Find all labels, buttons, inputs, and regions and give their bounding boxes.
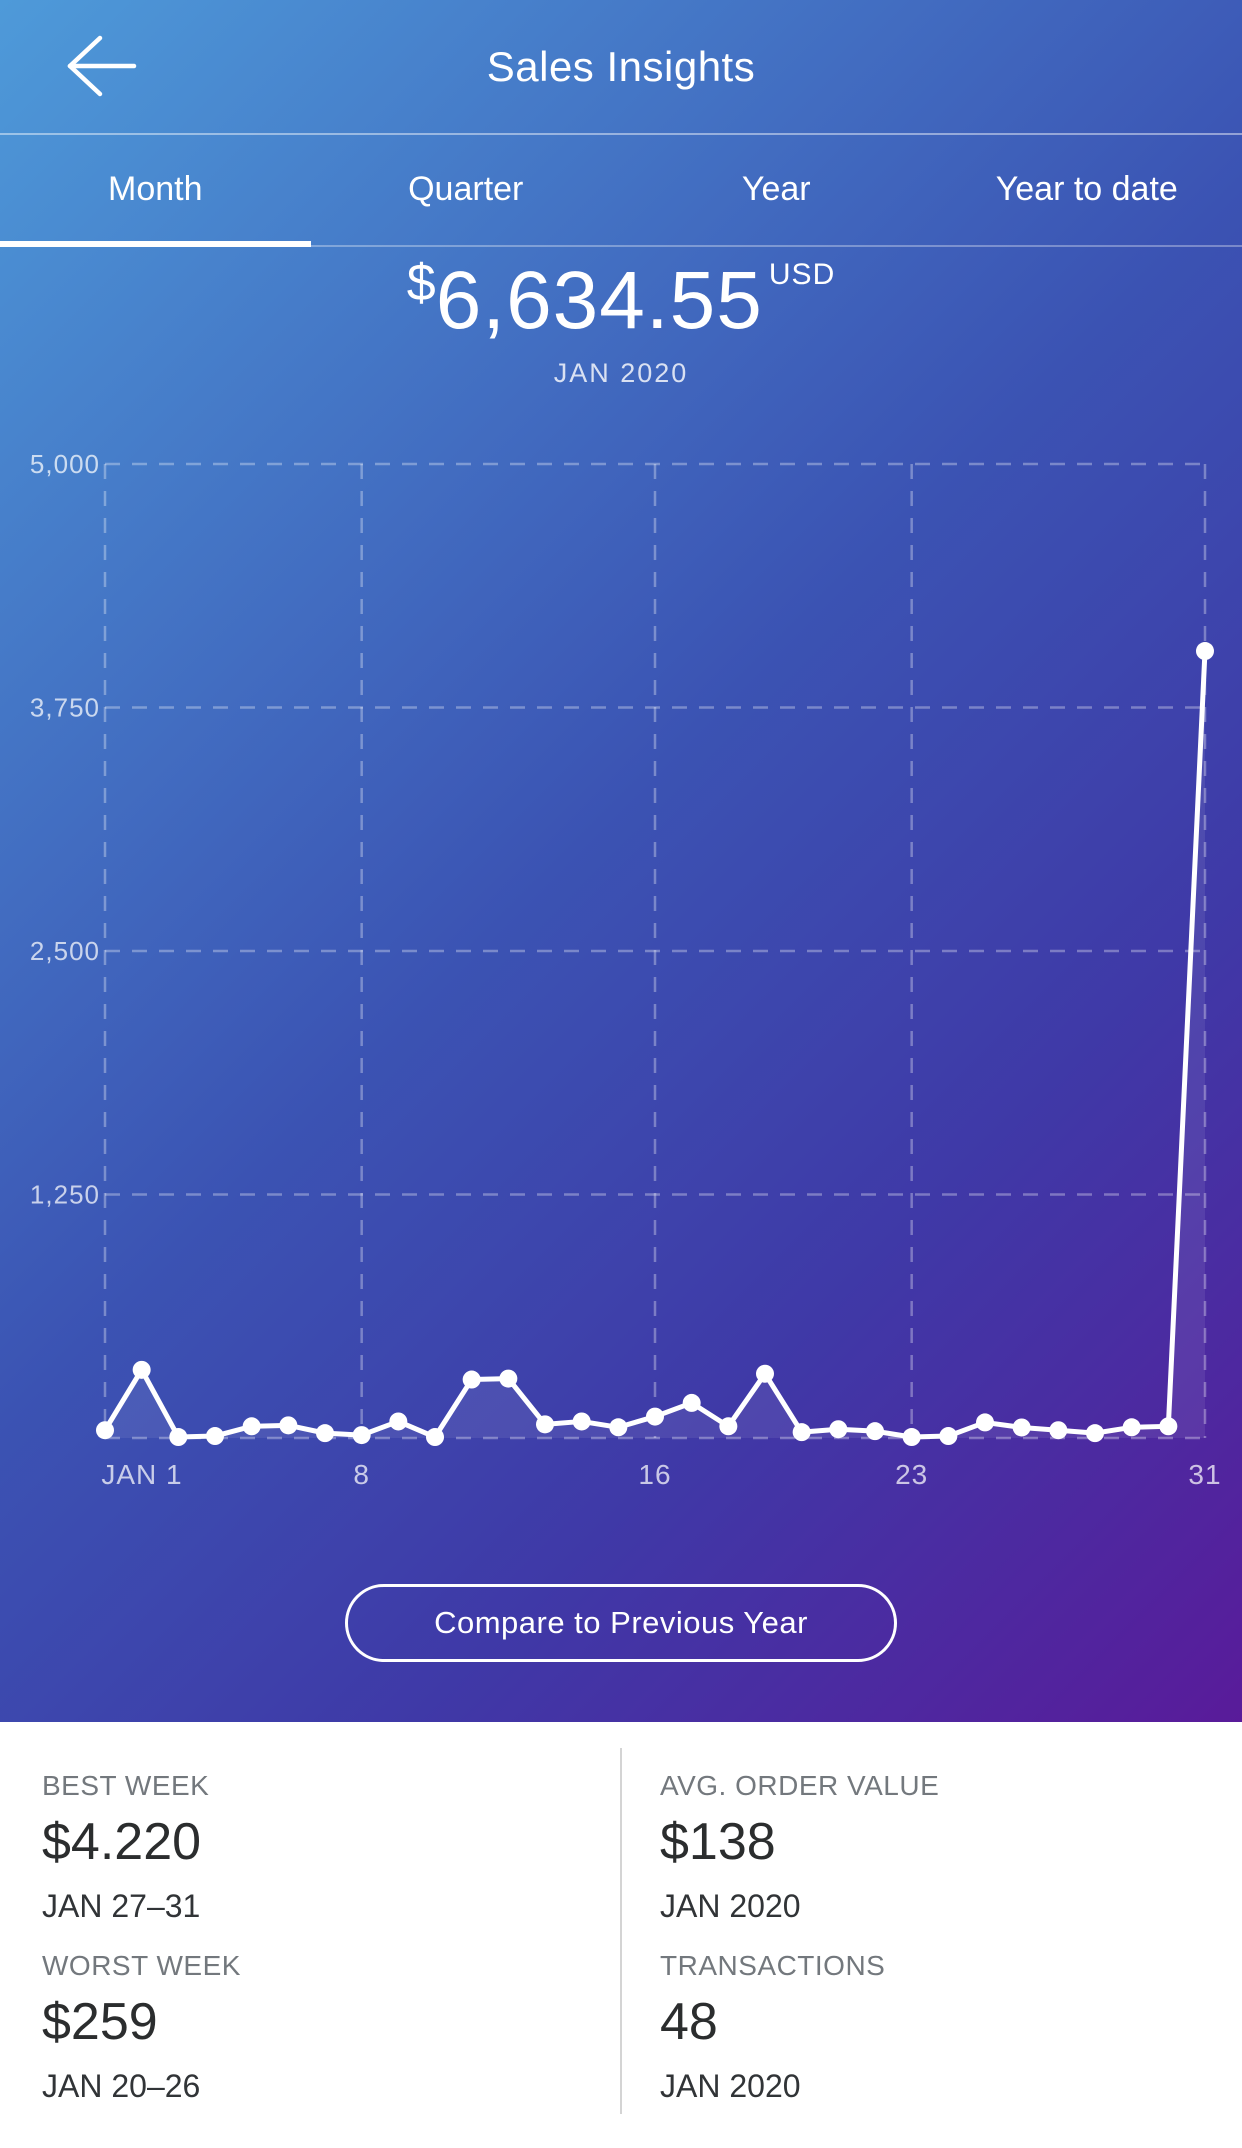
tab-year-to-date-label: Year to date <box>995 169 1178 208</box>
data-point <box>609 1418 628 1437</box>
y-tick-label: 3,750 <box>30 693 100 723</box>
compare-button-label: Compare to Previous Year <box>434 1605 808 1640</box>
page-title: Sales Insights <box>486 42 756 90</box>
daily-sales-line-chart: 1,250 2,500 3,750 5,000 JAN 1 8 16 23 31 <box>30 449 1221 1490</box>
stat-transactions: TRANSACTIONS 48 JAN 2020 <box>660 1950 885 2105</box>
tab-quarter-label: Quarter <box>408 169 524 208</box>
x-tick-label: 31 <box>1188 1459 1221 1490</box>
amount-value: 6,634.55 <box>435 255 763 346</box>
tab-year[interactable]: Year <box>621 133 932 245</box>
stat-period: JAN 27–31 <box>42 1888 201 1924</box>
data-point <box>352 1426 371 1445</box>
data-point <box>829 1420 848 1439</box>
y-tick-label: 2,500 <box>30 936 100 966</box>
data-point <box>426 1428 444 1447</box>
stat-label: WORST WEEK <box>42 1950 241 1981</box>
data-point <box>1049 1421 1068 1440</box>
stats-column-divider <box>620 1748 622 2114</box>
data-point <box>682 1393 701 1412</box>
data-point <box>279 1416 298 1435</box>
data-point <box>389 1412 408 1431</box>
x-tick-label: JAN 1 <box>101 1459 182 1490</box>
stat-worst-week: WORST WEEK $259 JAN 20–26 <box>42 1950 241 2105</box>
data-point <box>132 1360 151 1379</box>
sales-total-summary: $6,634.55 USD JAN 2020 <box>0 256 1242 389</box>
stat-value: $138 <box>660 1813 776 1871</box>
data-point <box>206 1427 224 1446</box>
data-point <box>572 1412 591 1431</box>
data-point <box>1122 1418 1141 1437</box>
stat-label: AVG. ORDER VALUE <box>660 1770 940 1801</box>
period-tab-bar: Month Quarter Year Year to date <box>0 133 1242 247</box>
data-point <box>499 1369 518 1388</box>
data-point <box>536 1415 554 1434</box>
stat-value: $259 <box>42 1993 158 2051</box>
data-point <box>96 1421 114 1440</box>
app-header: Sales Insights <box>0 0 1242 135</box>
total-amount: $6,634.55 USD <box>0 256 1242 344</box>
data-point <box>646 1407 664 1426</box>
stat-best-week: BEST WEEK $4.220 JAN 27–31 <box>42 1770 209 1925</box>
currency-code: USD <box>768 258 836 291</box>
data-point <box>1196 642 1214 661</box>
data-point <box>242 1417 261 1436</box>
data-point <box>1159 1417 1178 1436</box>
x-tick-label: 23 <box>895 1459 928 1490</box>
y-tick-label: 5,000 <box>30 449 100 479</box>
arrow-left-icon <box>56 35 140 109</box>
tab-quarter[interactable]: Quarter <box>311 133 622 245</box>
stat-period: JAN 20–26 <box>42 2068 201 2104</box>
data-point <box>719 1417 738 1436</box>
tab-month-label: Month <box>108 169 203 208</box>
stat-value: $4.220 <box>42 1813 202 1871</box>
stat-value: 48 <box>660 1993 718 2051</box>
currency-symbol: $ <box>406 254 436 312</box>
stat-label: BEST WEEK <box>42 1770 210 1801</box>
tab-month[interactable]: Month <box>0 133 311 247</box>
active-tab-underline <box>0 241 311 247</box>
stat-period: JAN 2020 <box>660 1888 801 1924</box>
data-point <box>866 1422 884 1441</box>
stats-section: BEST WEEK $4.220 JAN 27–31 AVG. ORDER VA… <box>0 1722 1242 2148</box>
data-point <box>169 1428 188 1447</box>
data-point <box>462 1370 481 1389</box>
sales-insights-screen: Sales Insights Month Quarter Year Year t… <box>0 0 1242 1722</box>
data-point <box>316 1424 334 1443</box>
data-point <box>792 1423 811 1442</box>
data-point <box>902 1428 921 1447</box>
tab-year-to-date[interactable]: Year to date <box>932 133 1242 245</box>
stat-period: JAN 2020 <box>660 2068 801 2104</box>
tab-year-label: Year <box>741 169 811 208</box>
x-tick-label: 16 <box>638 1459 671 1490</box>
x-tick-label: 8 <box>353 1459 370 1490</box>
back-button[interactable] <box>56 26 140 106</box>
data-point <box>1012 1418 1031 1437</box>
data-point <box>976 1413 994 1432</box>
data-point <box>756 1364 774 1383</box>
data-point <box>939 1427 958 1446</box>
stat-avg-order-value: AVG. ORDER VALUE $138 JAN 2020 <box>660 1770 939 1925</box>
y-tick-label: 1,250 <box>30 1180 100 1210</box>
summary-period: JAN 2020 <box>553 358 689 389</box>
data-point <box>1086 1424 1104 1443</box>
compare-previous-year-button[interactable]: Compare to Previous Year <box>345 1584 897 1662</box>
stat-label: TRANSACTIONS <box>660 1950 886 1981</box>
